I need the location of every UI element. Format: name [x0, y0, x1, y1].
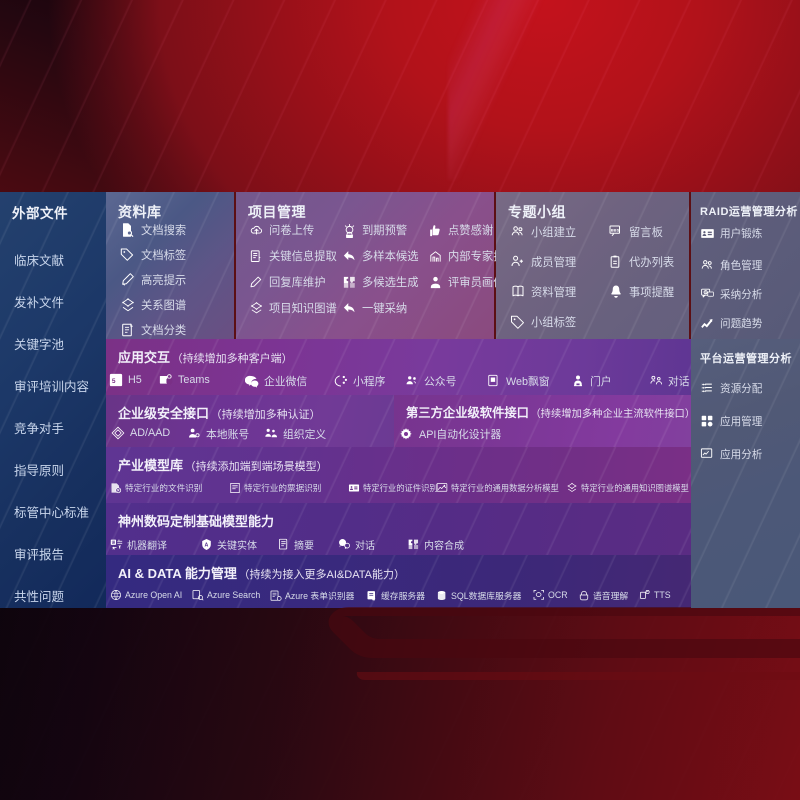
svg-text:5: 5 — [112, 378, 116, 385]
svg-text:译: 译 — [112, 539, 116, 544]
svg-text:BBS: BBS — [611, 227, 620, 232]
svg-text:A: A — [205, 542, 209, 548]
